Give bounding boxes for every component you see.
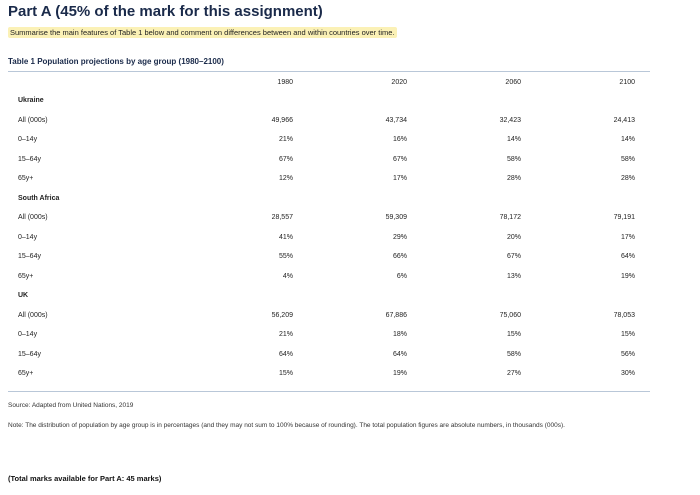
year-header: 2060 (505, 78, 521, 86)
cell-value: 19% (620, 272, 635, 280)
country-name: Ukraine (18, 97, 44, 105)
total-marks-text: (Total marks available for Part A: 45 ma… (8, 474, 162, 483)
table-row: All (000s) 56,209 67,886 75,060 78,053 (8, 306, 650, 326)
table-bottom-rule (8, 391, 650, 392)
row-label: All (000s) (18, 311, 48, 319)
cell-value: 29% (392, 233, 407, 241)
row-label: 0–14y (18, 331, 38, 339)
row-label: 15–64y (18, 155, 41, 163)
cell-value: 75,060 (499, 311, 521, 319)
cell-value: 17% (620, 233, 635, 241)
cell-value: 17% (392, 175, 407, 183)
row-label: 0–14y (18, 136, 38, 144)
cell-value: 64% (278, 350, 293, 358)
header-blank (8, 73, 194, 91)
cell-value: 55% (278, 253, 293, 261)
cell-value: 58% (506, 350, 521, 358)
row-label: 65y+ (18, 272, 34, 280)
cell-value: 30% (620, 370, 635, 378)
cell-value: 67,886 (385, 311, 407, 319)
cell-value: 27% (506, 370, 521, 378)
country-name: South Africa (18, 194, 60, 202)
cell-value: 13% (506, 272, 521, 280)
country-row: South Africa (8, 189, 650, 209)
year-header: 2100 (619, 78, 635, 86)
table-row: 0–14y 41% 29% 20% 17% (8, 228, 650, 248)
country-row: Ukraine (8, 91, 650, 111)
table-row: 15–64y 55% 66% 67% 64% (8, 247, 650, 267)
country-row: UK (8, 286, 650, 306)
cell-value: 56,209 (271, 311, 293, 319)
cell-value: 12% (278, 175, 293, 183)
population-table: 1980 2020 2060 2100 Ukraine All (000s) 4… (8, 73, 650, 384)
table-header-row: 1980 2020 2060 2100 (8, 73, 650, 91)
cell-value: 19% (392, 370, 407, 378)
note-text: Note: The distribution of population by … (8, 422, 565, 429)
cell-value: 56% (620, 350, 635, 358)
table-row: 0–14y 21% 16% 14% 14% (8, 130, 650, 150)
cell-value: 58% (506, 155, 521, 163)
cell-value: 64% (392, 350, 407, 358)
table-row: 15–64y 64% 64% 58% 56% (8, 345, 650, 365)
cell-value: 18% (392, 331, 407, 339)
cell-value: 59,309 (385, 214, 407, 222)
cell-value: 6% (396, 272, 407, 280)
table-row: 65y+ 4% 6% 13% 19% (8, 267, 650, 287)
cell-value: 67% (392, 155, 407, 163)
cell-value: 66% (392, 253, 407, 261)
cell-value: 28% (506, 175, 521, 183)
cell-value: 14% (506, 136, 521, 144)
row-label: All (000s) (18, 214, 48, 222)
year-header: 1980 (277, 78, 293, 86)
page-title: Part A (45% of the mark for this assignm… (8, 3, 323, 20)
instruction-text: Summarise the main features of Table 1 b… (8, 27, 397, 38)
table-top-rule (8, 71, 650, 72)
row-label: All (000s) (18, 116, 48, 124)
cell-value: 24,413 (613, 116, 635, 124)
cell-value: 43,734 (385, 116, 407, 124)
cell-value: 67% (506, 253, 521, 261)
table-row: All (000s) 28,557 59,309 78,172 79,191 (8, 208, 650, 228)
cell-value: 14% (620, 136, 635, 144)
cell-value: 78,172 (499, 214, 521, 222)
cell-value: 32,423 (499, 116, 521, 124)
cell-value: 21% (278, 331, 293, 339)
cell-value: 58% (620, 155, 635, 163)
table-row: 65y+ 15% 19% 27% 30% (8, 364, 650, 384)
table-row: 65y+ 12% 17% 28% 28% (8, 169, 650, 189)
source-text: Source: Adapted from United Nations, 201… (8, 402, 134, 409)
table-row: 0–14y 21% 18% 15% 15% (8, 325, 650, 345)
cell-value: 16% (392, 136, 407, 144)
cell-value: 15% (620, 331, 635, 339)
cell-value: 20% (506, 233, 521, 241)
table-caption: Table 1 Population projections by age gr… (8, 57, 224, 66)
year-header: 2020 (391, 78, 407, 86)
row-label: 15–64y (18, 350, 41, 358)
cell-value: 49,966 (271, 116, 293, 124)
cell-value: 28% (620, 175, 635, 183)
cell-value: 15% (278, 370, 293, 378)
cell-value: 28,557 (271, 214, 293, 222)
cell-value: 41% (278, 233, 293, 241)
table-row: 15–64y 67% 67% 58% 58% (8, 150, 650, 170)
row-label: 65y+ (18, 175, 34, 183)
cell-value: 64% (620, 253, 635, 261)
row-label: 15–64y (18, 253, 41, 261)
cell-value: 21% (278, 136, 293, 144)
row-label: 65y+ (18, 370, 34, 378)
cell-value: 78,053 (613, 311, 635, 319)
cell-value: 15% (506, 331, 521, 339)
row-label: 0–14y (18, 233, 38, 241)
country-name: UK (18, 292, 29, 300)
cell-value: 67% (278, 155, 293, 163)
cell-value: 79,191 (613, 214, 635, 222)
table-row: All (000s) 49,966 43,734 32,423 24,413 (8, 111, 650, 131)
cell-value: 4% (282, 272, 293, 280)
